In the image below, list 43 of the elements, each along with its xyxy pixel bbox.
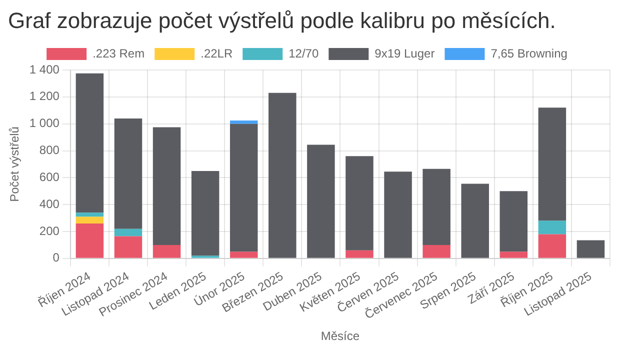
bar (152, 244, 181, 258)
bar (230, 124, 258, 252)
bar (76, 216, 104, 224)
legend-label: 9x19 Luger (374, 46, 435, 60)
y-tick-label: 1 400 (29, 62, 60, 76)
chart-title: Graf zobrazuje počet výstřelů podle kalibru po měsících. (7, 7, 557, 35)
legend-label: 12/70 (288, 46, 319, 60)
bar (538, 108, 566, 221)
bar (346, 250, 374, 258)
bar (76, 223, 104, 258)
y-tick-label: 1 000 (29, 116, 60, 130)
legend-label: .22LR (200, 46, 233, 60)
legend-label: .223 Rem (92, 46, 145, 60)
bar (422, 244, 450, 258)
x-axis-title: Měsíce (320, 329, 360, 344)
bar (538, 220, 566, 234)
bar (76, 73, 104, 213)
y-tick-label: 400 (39, 196, 60, 211)
bar (268, 92, 296, 258)
bar (230, 120, 258, 124)
bar (307, 144, 335, 258)
bar (461, 184, 489, 258)
y-tick-label: 200 (39, 224, 60, 238)
legend-label: 7,65 Browning (490, 46, 568, 60)
bar (114, 228, 142, 236)
bar (230, 252, 258, 258)
bar (500, 252, 528, 258)
bar (576, 240, 605, 258)
bar (500, 191, 528, 252)
y-tick-label: 1 200 (29, 89, 60, 104)
y-tick-label: 0 (52, 250, 60, 265)
bar (114, 118, 142, 229)
bar (76, 212, 104, 217)
bar (346, 156, 374, 250)
bar (152, 127, 181, 245)
y-axis-title: Počet výstřelů (8, 126, 22, 202)
bar (422, 168, 450, 245)
bar (384, 172, 412, 258)
bar (114, 236, 142, 258)
y-tick-label: 600 (39, 170, 60, 184)
bar (538, 234, 566, 258)
y-tick-label: 800 (39, 143, 60, 158)
bar (191, 170, 220, 256)
